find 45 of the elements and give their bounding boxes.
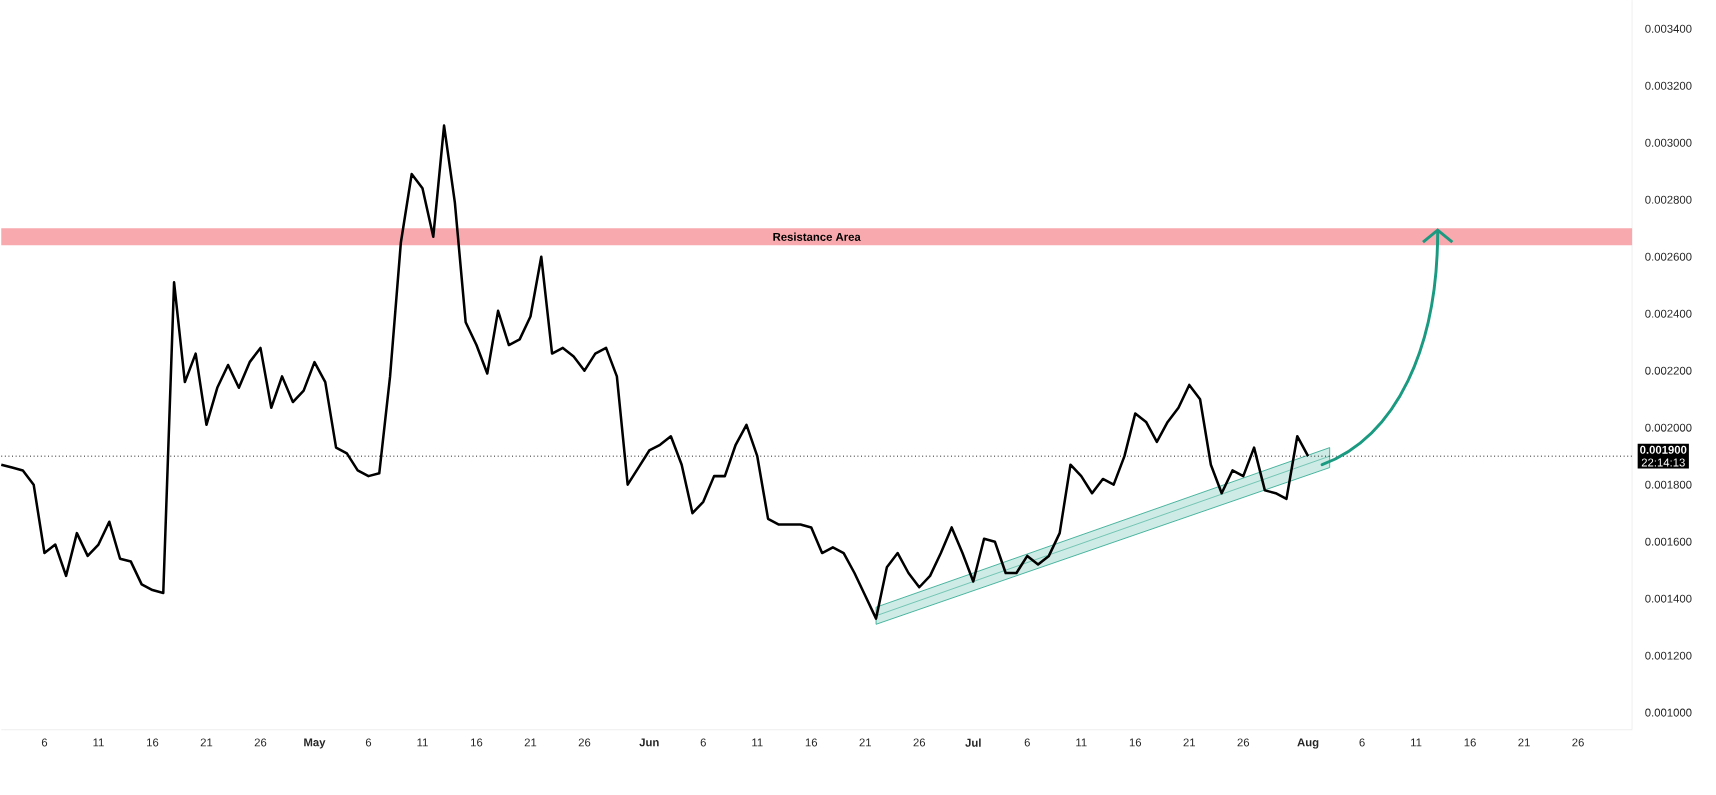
ref-line-label: 0.001900 — [1640, 446, 1687, 454]
x-tick-label: 16 — [471, 738, 483, 747]
y-tick-label: 0.001800 — [1645, 480, 1692, 489]
x-tick-label: 16 — [1129, 738, 1142, 747]
x-tick-label: 11 — [1076, 738, 1087, 747]
x-tick-label: Jul — [965, 738, 981, 747]
y-tick-label: 0.002800 — [1645, 195, 1692, 204]
y-tick-label: 0.001200 — [1645, 651, 1692, 660]
x-tick-label: 21 — [859, 738, 872, 747]
x-tick-label: May — [304, 738, 326, 749]
x-tick-label: 6 — [700, 738, 706, 747]
x-tick-label: 16 — [1464, 738, 1476, 747]
x-tick-label: 11 — [1411, 738, 1422, 747]
y-tick-label: 0.003400 — [1645, 24, 1692, 33]
band-label: Resistance Area — [773, 232, 861, 242]
y-tick-label: 0.002200 — [1645, 366, 1692, 375]
y-tick-label: 0.001600 — [1645, 537, 1692, 546]
y-tick-label: 0.003200 — [1645, 81, 1692, 90]
x-tick-label: Jun — [639, 738, 659, 747]
x-tick-label: 6 — [1359, 738, 1365, 747]
x-tick-label: 26 — [254, 738, 267, 747]
x-tick-label: 11 — [752, 738, 763, 747]
x-tick-label: Aug — [1297, 738, 1319, 749]
y-tick-label: 0.002000 — [1645, 423, 1692, 432]
x-tick-label: 16 — [147, 738, 159, 747]
x-tick-label: 21 — [1518, 738, 1530, 747]
x-tick-label: 21 — [1183, 738, 1196, 747]
y-tick-label: 0.002600 — [1645, 252, 1692, 261]
x-tick-label: 11 — [93, 738, 104, 747]
x-tick-label: 26 — [578, 738, 591, 747]
x-tick-label: 21 — [200, 738, 213, 747]
x-tick-label: 6 — [1024, 738, 1030, 747]
x-tick-label: 26 — [1572, 738, 1584, 747]
y-tick-label: 0.002400 — [1645, 309, 1692, 318]
x-tick-label: 6 — [41, 738, 48, 747]
x-tick-label: 26 — [1237, 738, 1250, 747]
x-tick-label: 16 — [805, 738, 818, 747]
y-tick-label: 0.003000 — [1645, 138, 1692, 147]
x-tick-label: 6 — [365, 738, 372, 747]
x-tick-label: 21 — [524, 738, 537, 747]
y-tick-label: 0.001400 — [1645, 594, 1692, 603]
x-tick-label: 11 — [417, 738, 428, 747]
text: 22:14:13 — [1641, 458, 1685, 467]
y-tick-label: 0.001000 — [1645, 708, 1692, 717]
x-tick-label: 26 — [913, 738, 926, 747]
